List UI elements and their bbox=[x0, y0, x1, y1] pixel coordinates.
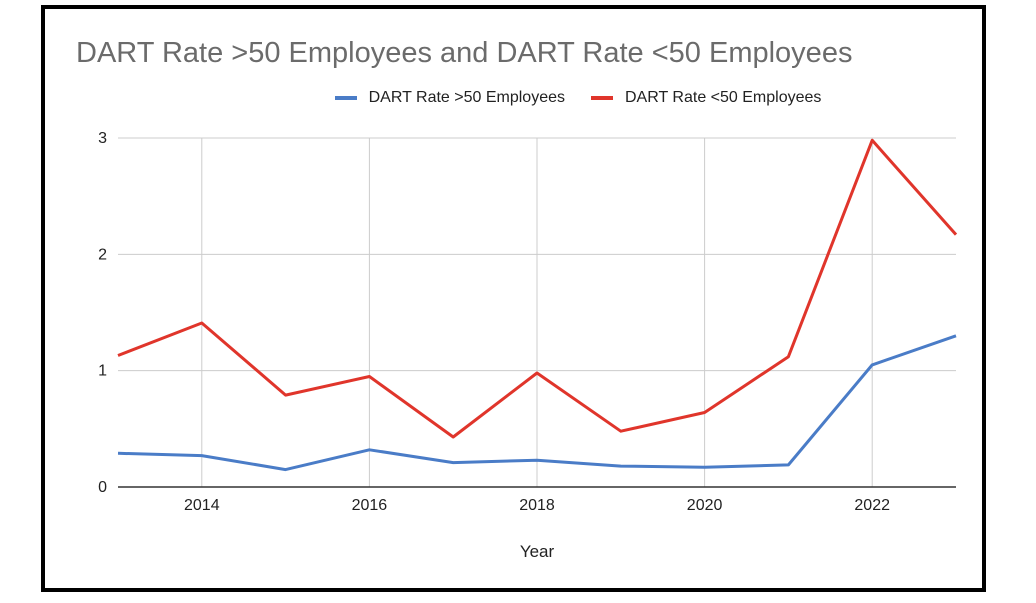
chart-frame bbox=[41, 5, 986, 592]
legend-item-under-50[interactable]: DART Rate <50 Employees bbox=[591, 89, 821, 107]
x-tick-label: 2016 bbox=[352, 497, 388, 514]
y-tick-label: 3 bbox=[98, 130, 107, 147]
y-tick-label: 1 bbox=[98, 363, 107, 380]
chart-title: DART Rate >50 Employees and DART Rate <5… bbox=[76, 37, 853, 69]
x-tick-label: 2022 bbox=[854, 497, 890, 514]
legend: DART Rate >50 Employees DART Rate <50 Em… bbox=[0, 89, 1036, 107]
y-tick-label: 2 bbox=[98, 246, 107, 263]
legend-swatch-under-50 bbox=[591, 96, 613, 100]
y-tick-label: 0 bbox=[98, 479, 107, 496]
x-tick-label: 2014 bbox=[184, 497, 220, 514]
series-line-under-50 bbox=[117, 138, 958, 439]
x-axis-label: Year bbox=[520, 542, 555, 561]
x-tick-label: 2018 bbox=[519, 497, 555, 514]
legend-swatch-over-50 bbox=[334, 96, 357, 100]
legend-item-over-50[interactable]: DART Rate >50 Employees bbox=[334, 89, 565, 107]
legend-label-over-50: DART Rate >50 Employees bbox=[368, 89, 565, 106]
legend-label-under-50: DART Rate <50 Employees bbox=[625, 89, 822, 106]
series-line-over-50 bbox=[117, 334, 957, 472]
x-tick-label: 2020 bbox=[687, 497, 723, 514]
